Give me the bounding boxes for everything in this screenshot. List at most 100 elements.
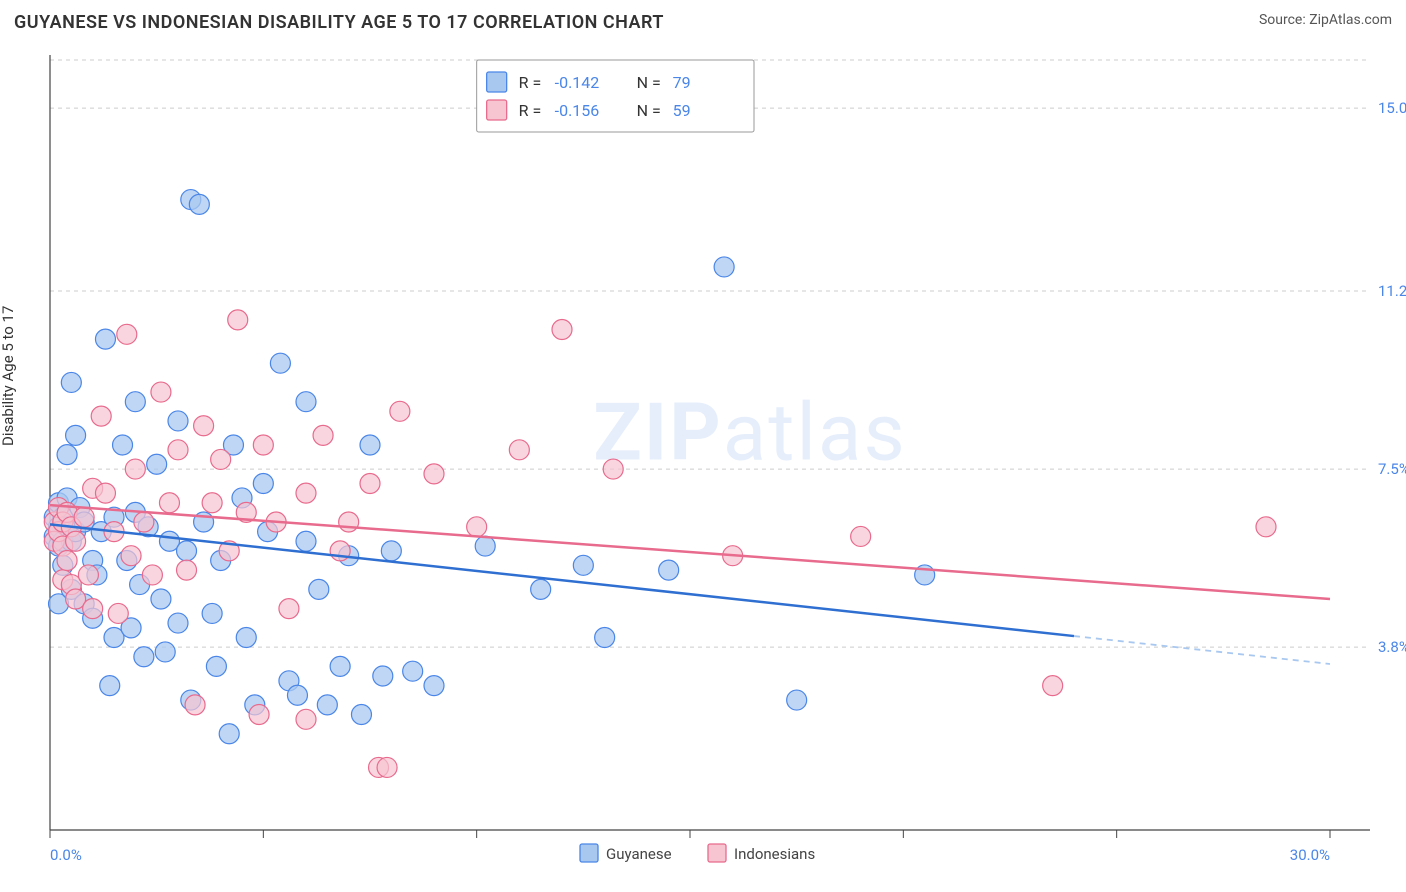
scatter-point — [91, 406, 111, 426]
scatter-point — [117, 324, 137, 344]
scatter-point — [1043, 676, 1063, 696]
scatter-point — [147, 454, 167, 474]
scatter-point — [296, 531, 316, 551]
scatter-point — [125, 392, 145, 412]
x-tick-label: 0.0% — [50, 846, 82, 864]
y-tick-label: 3.8% — [1378, 638, 1406, 656]
scatter-point — [296, 392, 316, 412]
scatter-point — [381, 541, 401, 561]
legend-swatch — [487, 72, 507, 92]
y-tick-label: 7.5% — [1378, 460, 1406, 478]
legend-r-value: -0.142 — [555, 73, 600, 92]
scatter-point — [100, 676, 120, 696]
scatter-point — [83, 599, 103, 619]
scatter-point — [339, 512, 359, 532]
legend-n-label: N = — [637, 101, 661, 120]
scatter-point — [168, 411, 188, 431]
scatter-point — [573, 555, 593, 575]
scatter-point — [168, 440, 188, 460]
correlation-scatter-chart: ZIPatlas 3.8% 7.5% 11.2% 15.0% 0.0% 30.0% Guyan… — [0, 0, 1406, 892]
legend-swatch — [487, 100, 507, 120]
scatter-point — [373, 666, 393, 686]
y-tick-label: 15.0% — [1378, 99, 1406, 117]
scatter-point — [78, 565, 98, 585]
scatter-point — [424, 464, 444, 484]
scatter-point — [475, 536, 495, 556]
legend-n-label: N = — [637, 73, 661, 92]
scatter-point — [377, 757, 397, 777]
scatter-point — [236, 628, 256, 648]
scatter-point — [531, 579, 551, 599]
scatter-point — [66, 531, 86, 551]
scatter-point — [61, 372, 81, 392]
scatter-point — [595, 628, 615, 648]
scatter-point — [424, 676, 444, 696]
scatter-point — [360, 435, 380, 455]
scatter-point — [206, 656, 226, 676]
scatter-point — [211, 449, 231, 469]
legend-n-value: 59 — [673, 101, 691, 120]
scatter-point — [253, 435, 273, 455]
scatter-point — [317, 695, 337, 715]
scatter-point — [360, 474, 380, 494]
scatter-point — [151, 589, 171, 609]
scatter-point — [309, 579, 329, 599]
scatter-point — [1256, 517, 1276, 537]
scatter-point — [287, 685, 307, 705]
scatter-point — [249, 705, 269, 725]
legend-label: Guyanese — [606, 845, 672, 863]
scatter-point — [113, 435, 133, 455]
legend-swatch — [580, 844, 598, 862]
scatter-point — [194, 416, 214, 436]
scatter-point — [66, 425, 86, 445]
scatter-point — [74, 507, 94, 527]
scatter-point — [155, 642, 175, 662]
scatter-point — [189, 194, 209, 214]
scatter-point — [659, 560, 679, 580]
scatter-point — [168, 613, 188, 633]
scatter-point — [552, 320, 572, 340]
legend-swatch — [708, 844, 726, 862]
scatter-point — [125, 459, 145, 479]
scatter-point — [202, 493, 222, 513]
scatter-point — [95, 329, 115, 349]
scatter-point — [253, 474, 273, 494]
scatter-point — [177, 560, 197, 580]
legend-n-value: 79 — [673, 73, 691, 92]
scatter-point — [219, 724, 239, 744]
scatter-point — [185, 695, 205, 715]
legend-r-label: R = — [519, 101, 542, 120]
scatter-point — [151, 382, 171, 402]
scatter-point — [714, 257, 734, 277]
trend-line-extrapolated — [1074, 636, 1330, 664]
scatter-point — [330, 656, 350, 676]
stats-legend-box — [477, 60, 754, 132]
scatter-point — [134, 647, 154, 667]
scatter-point — [296, 709, 316, 729]
y-tick-label: 11.2% — [1378, 282, 1406, 300]
scatter-point — [134, 512, 154, 532]
scatter-point — [95, 483, 115, 503]
scatter-point — [159, 493, 179, 513]
scatter-point — [142, 565, 162, 585]
scatter-point — [57, 551, 77, 571]
scatter-point — [390, 401, 410, 421]
scatter-point — [270, 353, 290, 373]
watermark: ZIPatlas — [593, 385, 906, 479]
scatter-point — [851, 526, 871, 546]
scatter-point — [467, 517, 487, 537]
scatter-point — [108, 603, 128, 623]
scatter-point — [351, 705, 371, 725]
scatter-point — [57, 445, 77, 465]
scatter-point — [603, 459, 623, 479]
scatter-point — [121, 546, 141, 566]
scatter-point — [509, 440, 529, 460]
legend-r-value: -0.156 — [555, 101, 600, 120]
legend-r-label: R = — [519, 73, 542, 92]
scatter-point — [177, 541, 197, 561]
scatter-point — [279, 599, 299, 619]
x-tick-label: 30.0% — [1290, 846, 1330, 864]
scatter-point — [313, 425, 333, 445]
scatter-point — [403, 661, 423, 681]
legend-label: Indonesians — [734, 845, 815, 863]
